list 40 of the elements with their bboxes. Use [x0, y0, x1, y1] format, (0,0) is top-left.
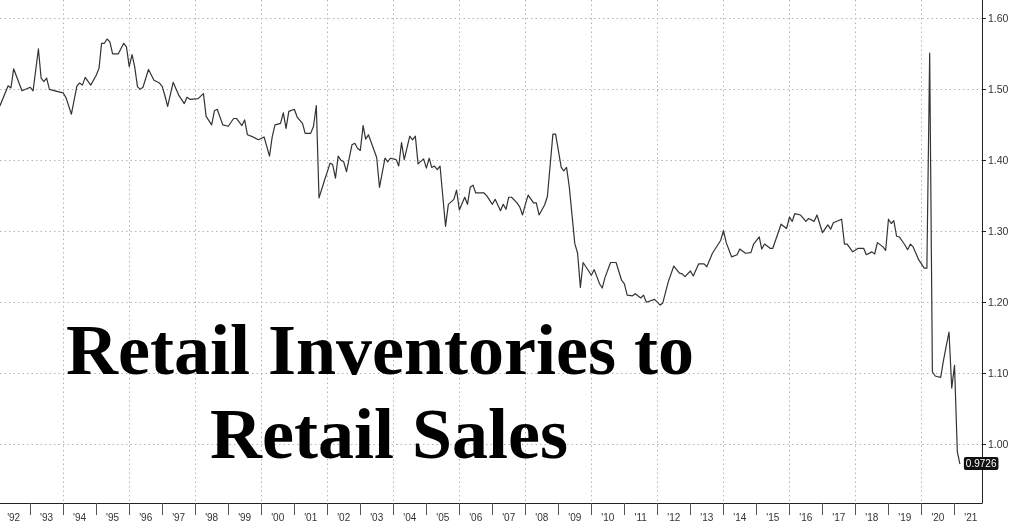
y-tick-label: 1.60 — [988, 12, 1009, 25]
x-tick-label: '20 — [931, 511, 945, 523]
y-tick-label: 1.50 — [988, 83, 1009, 96]
x-tick-label: '93 — [40, 511, 54, 523]
x-tick-label: '13 — [700, 511, 714, 523]
x-tick-label: '06 — [469, 511, 483, 523]
x-tick-label: '08 — [535, 511, 549, 523]
x-tick-label: '02 — [337, 511, 351, 523]
x-tick-label: '11 — [634, 511, 648, 523]
x-tick-label: '96 — [139, 511, 153, 523]
y-tick-label: 1.30 — [988, 225, 1009, 238]
x-tick-label: '10 — [601, 511, 615, 523]
x-tick-label: '09 — [568, 511, 582, 523]
x-tick-label: '04 — [403, 511, 417, 523]
y-tick-label: 1.20 — [988, 296, 1009, 309]
line-series — [0, 38, 961, 465]
x-tick-label: '18 — [865, 511, 879, 523]
y-tick-label: 1.10 — [988, 367, 1009, 380]
x-tick-label: '07 — [502, 511, 516, 523]
x-tick-label: '17 — [832, 511, 846, 523]
x-tick-label: '03 — [370, 511, 384, 523]
x-tick-label: '99 — [238, 511, 252, 523]
x-tick-label: '01 — [304, 511, 318, 523]
x-tick-label: '19 — [898, 511, 912, 523]
data-label: 0.9726 — [965, 458, 997, 470]
y-tick-label: 1.00 — [988, 438, 1009, 451]
x-tick-label: '12 — [667, 511, 681, 523]
x-tick-label: '16 — [799, 511, 813, 523]
x-tick-label: '98 — [205, 511, 219, 523]
y-tick-label: 1.40 — [988, 154, 1009, 167]
text: Retail Inventories to Retail Sales — [66, 310, 712, 474]
x-tick-label: '15 — [766, 511, 780, 523]
x-tick-label: '14 — [733, 511, 747, 523]
x-tick-label: '95 — [106, 511, 120, 523]
x-tick-label: '00 — [271, 511, 285, 523]
x-tick-label: '92 — [7, 511, 21, 523]
x-tick-label: '05 — [436, 511, 450, 523]
x-tick-label: '94 — [73, 511, 87, 523]
x-tick-label: '97 — [172, 511, 186, 523]
x-tick-label: '21 — [964, 511, 978, 523]
